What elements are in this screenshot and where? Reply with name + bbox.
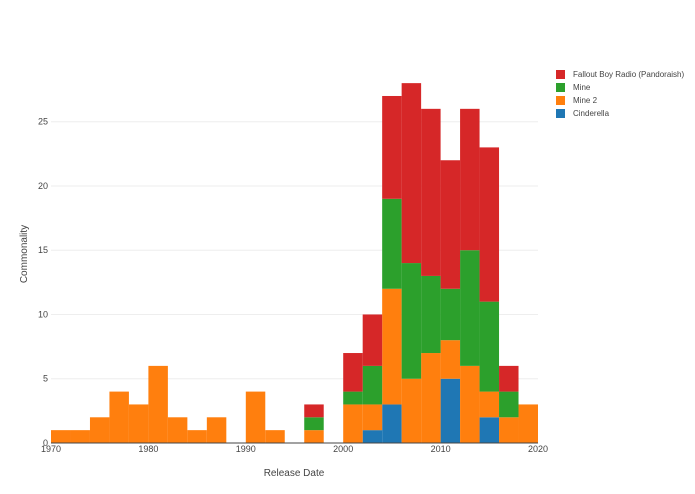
- y-tick-label: 10: [38, 309, 48, 319]
- bar-segment[interactable]: [187, 430, 207, 443]
- bar-segment[interactable]: [343, 391, 363, 405]
- bar-segment[interactable]: [440, 378, 461, 443]
- bar-segment[interactable]: [440, 160, 461, 289]
- x-axis-title: Release Date: [264, 468, 325, 479]
- x-tick-label: 2000: [333, 444, 353, 454]
- bar-segment[interactable]: [167, 417, 188, 443]
- bar-segment[interactable]: [479, 147, 500, 302]
- y-axis-ticks: 0 5 10 15 20 25: [38, 117, 48, 448]
- bar-segment[interactable]: [70, 430, 90, 443]
- bar-segment[interactable]: [109, 391, 129, 443]
- bar-segment[interactable]: [245, 391, 266, 443]
- bar-segment[interactable]: [362, 404, 383, 431]
- legend-swatch-icon: [556, 83, 565, 92]
- bar-segment[interactable]: [440, 340, 461, 379]
- bar-segment[interactable]: [401, 83, 422, 264]
- bar-segment[interactable]: [206, 417, 227, 443]
- legend-swatch-icon: [556, 70, 565, 79]
- y-tick-label: 25: [38, 117, 48, 127]
- bar-segment[interactable]: [421, 275, 441, 354]
- bar-segment[interactable]: [499, 417, 519, 443]
- bar-segment[interactable]: [89, 417, 110, 443]
- bar-segment[interactable]: [499, 365, 519, 392]
- bar-segment[interactable]: [479, 391, 500, 418]
- bar-segment[interactable]: [51, 430, 71, 443]
- bar-segment[interactable]: [479, 301, 500, 392]
- legend: Fallout Boy Radio (Pandoraish) Mine Mine…: [556, 68, 684, 120]
- bar-segment[interactable]: [440, 288, 461, 341]
- y-tick-label: 20: [38, 181, 48, 191]
- y-axis-title: Commonality: [19, 225, 30, 283]
- bar-segment[interactable]: [304, 417, 324, 431]
- bar-segment[interactable]: [148, 365, 168, 443]
- legend-label: Cinderella: [573, 109, 610, 118]
- legend-swatch-icon: [556, 109, 565, 118]
- bar-segment[interactable]: [421, 108, 441, 276]
- bar-segment[interactable]: [382, 288, 402, 405]
- bar-segment[interactable]: [382, 95, 402, 199]
- legend-label: Mine: [573, 83, 591, 92]
- bar-segment[interactable]: [343, 353, 363, 392]
- bar-segment[interactable]: [401, 263, 422, 379]
- bar-segment[interactable]: [362, 365, 383, 405]
- bar-segment[interactable]: [460, 250, 480, 366]
- bar-segment[interactable]: [518, 404, 538, 443]
- bar-segment[interactable]: [128, 404, 149, 443]
- x-axis-ticks: 1970 1980 1990 2000 2010 2020: [41, 444, 548, 454]
- legend-item-mine[interactable]: Mine: [556, 81, 684, 94]
- bar-segment[interactable]: [382, 198, 402, 289]
- bar-segment[interactable]: [460, 365, 480, 443]
- legend-item-mine-2[interactable]: Mine 2: [556, 94, 684, 107]
- bar-segment[interactable]: [479, 417, 500, 443]
- legend-label: Fallout Boy Radio (Pandoraish): [573, 70, 685, 79]
- y-tick-label: 0: [43, 438, 48, 448]
- bar-segment[interactable]: [382, 404, 402, 443]
- bar-segment[interactable]: [460, 108, 480, 251]
- bar-segment[interactable]: [499, 391, 519, 418]
- bar-segment[interactable]: [304, 404, 324, 418]
- bar-segment[interactable]: [421, 353, 441, 443]
- y-tick-label: 15: [38, 245, 48, 255]
- bar-segment[interactable]: [265, 430, 285, 443]
- x-tick-label: 1980: [138, 444, 158, 454]
- legend-item-cinderella[interactable]: Cinderella: [556, 107, 684, 120]
- x-tick-label: 2010: [431, 444, 451, 454]
- y-tick-label: 5: [43, 374, 48, 384]
- bar-segment[interactable]: [304, 430, 324, 443]
- bar-segment[interactable]: [362, 314, 383, 366]
- x-tick-label: 2020: [528, 444, 548, 454]
- bar-segment[interactable]: [401, 378, 422, 443]
- x-tick-label: 1990: [236, 444, 256, 454]
- x-tick-label: 1970: [41, 444, 61, 454]
- bar-segment[interactable]: [343, 404, 363, 443]
- legend-item-fallout-boy-radio[interactable]: Fallout Boy Radio (Pandoraish): [556, 68, 684, 81]
- bars: [51, 83, 538, 443]
- bar-segment[interactable]: [362, 430, 383, 443]
- legend-label: Mine 2: [573, 96, 598, 105]
- legend-swatch-icon: [556, 96, 565, 105]
